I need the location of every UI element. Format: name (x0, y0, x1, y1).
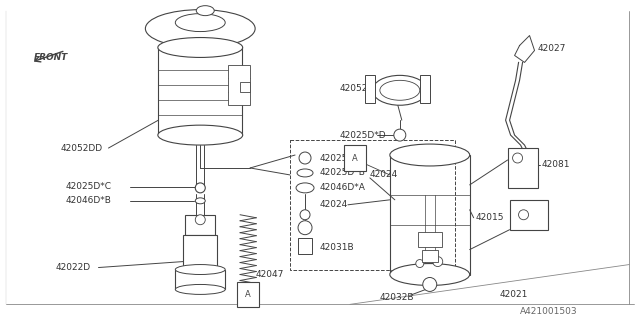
Ellipse shape (296, 183, 314, 193)
Circle shape (195, 183, 205, 193)
Text: 42046D*A: 42046D*A (320, 183, 366, 192)
Bar (418, 232, 442, 247)
Bar (298, 238, 312, 253)
Text: 42025D*C: 42025D*C (65, 182, 111, 191)
Polygon shape (515, 36, 534, 62)
Text: FRONT: FRONT (33, 53, 68, 62)
Circle shape (192, 22, 200, 29)
Ellipse shape (390, 264, 470, 285)
Bar (365, 76, 375, 103)
Text: A421001503: A421001503 (520, 307, 577, 316)
Text: 42031B: 42031B (320, 243, 355, 252)
Ellipse shape (372, 76, 428, 105)
Text: 42032B: 42032B (380, 293, 414, 302)
Ellipse shape (380, 80, 420, 100)
Ellipse shape (175, 284, 225, 294)
Text: 42025D*B: 42025D*B (320, 168, 366, 178)
Bar (290, 140, 454, 269)
Text: 42024: 42024 (370, 171, 398, 180)
Circle shape (394, 129, 406, 141)
Text: A: A (352, 154, 358, 163)
Text: 42046D*B: 42046D*B (65, 196, 111, 205)
Circle shape (195, 215, 205, 225)
Circle shape (299, 152, 311, 164)
Circle shape (433, 257, 443, 267)
Ellipse shape (196, 6, 214, 16)
Text: 42025D*D: 42025D*D (340, 131, 387, 140)
Ellipse shape (158, 125, 243, 145)
Circle shape (513, 153, 522, 163)
Text: 42052E: 42052E (340, 84, 374, 93)
Circle shape (416, 260, 424, 268)
Bar (186, 215, 215, 235)
Text: 42022D: 42022D (56, 263, 91, 272)
Bar (175, 269, 225, 289)
Bar (240, 82, 250, 92)
Bar (422, 250, 438, 261)
Text: 42025D*A: 42025D*A (320, 154, 366, 163)
Ellipse shape (175, 14, 225, 32)
Text: A: A (245, 290, 251, 299)
Ellipse shape (390, 144, 470, 166)
Text: 42015: 42015 (476, 213, 504, 222)
Text: 42047: 42047 (255, 270, 284, 279)
Circle shape (298, 221, 312, 235)
Text: 42052DD: 42052DD (61, 144, 102, 153)
Ellipse shape (158, 37, 243, 58)
Ellipse shape (195, 198, 205, 204)
Bar (509, 200, 547, 230)
Text: 42027: 42027 (538, 44, 566, 53)
Bar (508, 148, 538, 188)
Text: 42081: 42081 (541, 160, 570, 170)
Circle shape (518, 210, 529, 220)
Text: 42024: 42024 (320, 200, 348, 209)
Bar (183, 235, 217, 269)
Ellipse shape (145, 10, 255, 47)
Ellipse shape (297, 169, 313, 177)
Circle shape (423, 277, 436, 292)
Circle shape (300, 210, 310, 220)
Text: 42021: 42021 (500, 290, 528, 299)
Bar (228, 65, 250, 105)
Ellipse shape (175, 265, 225, 275)
Bar (420, 76, 430, 103)
